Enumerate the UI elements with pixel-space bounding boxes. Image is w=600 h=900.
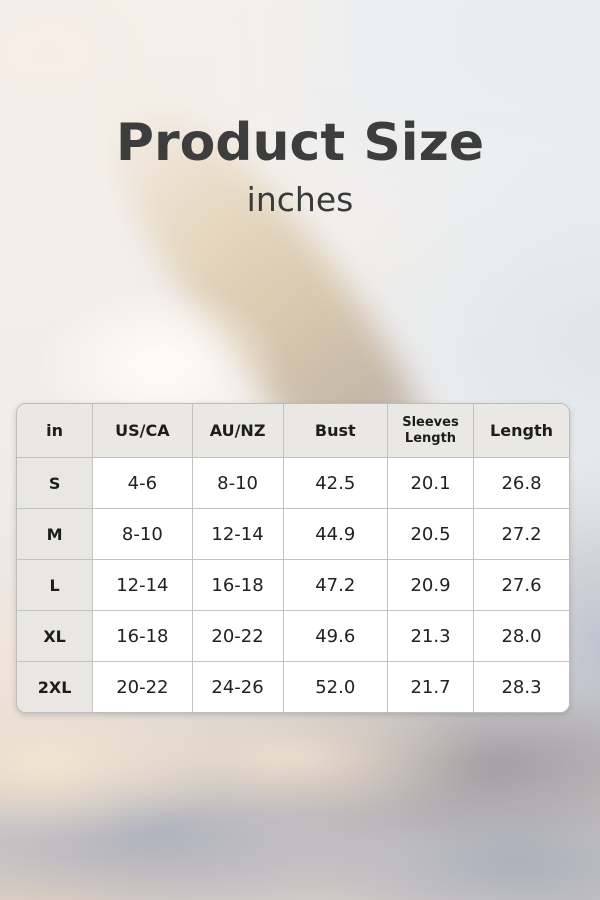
table-cell: 27.6 bbox=[474, 560, 569, 611]
column-header-us-ca: US/CA bbox=[93, 404, 193, 458]
table-cell: 47.2 bbox=[283, 560, 388, 611]
table-cell: 12-14 bbox=[192, 509, 284, 560]
table-cell: 8-10 bbox=[192, 458, 284, 509]
page-subtitle: inches bbox=[246, 180, 354, 220]
table-cell: 49.6 bbox=[283, 611, 388, 662]
row-label-s: S bbox=[17, 458, 94, 509]
table-row-2xl: 2XL 20-22 24-26 52.0 21.7 28.3 bbox=[17, 662, 569, 712]
table-row-s: S 4-6 8-10 42.5 20.1 26.8 bbox=[17, 458, 569, 509]
table-cell: 20-22 bbox=[93, 662, 193, 712]
page-title: Product Size bbox=[115, 113, 485, 173]
header: Product Size inches bbox=[0, 112, 600, 220]
column-header-bust: Bust bbox=[283, 404, 388, 458]
table-cell: 26.8 bbox=[474, 458, 569, 509]
table-cell: 12-14 bbox=[93, 560, 193, 611]
row-label-xl: XL bbox=[17, 611, 94, 662]
table-cell: 16-18 bbox=[192, 560, 284, 611]
table-row-l: L 12-14 16-18 47.2 20.9 27.6 bbox=[17, 560, 569, 611]
table-cell: 42.5 bbox=[283, 458, 388, 509]
table-cell: 27.2 bbox=[474, 509, 569, 560]
table-cell: 24-26 bbox=[192, 662, 284, 712]
table-row-xl: XL 16-18 20-22 49.6 21.3 28.0 bbox=[17, 611, 569, 662]
table-cell: 21.7 bbox=[387, 662, 475, 712]
row-label-l: L bbox=[17, 560, 94, 611]
column-header-au-nz: AU/NZ bbox=[192, 404, 284, 458]
table-cell: 44.9 bbox=[283, 509, 388, 560]
table-cell: 28.3 bbox=[474, 662, 569, 712]
clouds-blur bbox=[0, 695, 600, 900]
table-cell: 20-22 bbox=[192, 611, 284, 662]
table-cell: 20.1 bbox=[387, 458, 475, 509]
table-cell: 4-6 bbox=[93, 458, 193, 509]
table-cell: 8-10 bbox=[93, 509, 193, 560]
table-cell: 20.9 bbox=[387, 560, 475, 611]
table-cell: 16-18 bbox=[93, 611, 193, 662]
table-cell: 28.0 bbox=[474, 611, 569, 662]
table-header-row: in US/CA AU/NZ Bust Sleeves Length Lengt… bbox=[17, 404, 569, 458]
table-cell: 20.5 bbox=[387, 509, 475, 560]
column-header-sleeves-length: Sleeves Length bbox=[387, 404, 475, 458]
table-row-m: M 8-10 12-14 44.9 20.5 27.2 bbox=[17, 509, 569, 560]
size-chart-table: in US/CA AU/NZ Bust Sleeves Length Lengt… bbox=[16, 403, 570, 713]
row-label-2xl: 2XL bbox=[17, 662, 94, 712]
column-header-in: in bbox=[17, 404, 94, 458]
row-label-m: M bbox=[17, 509, 94, 560]
table-cell: 21.3 bbox=[387, 611, 475, 662]
table-cell: 52.0 bbox=[283, 662, 388, 712]
column-header-length: Length bbox=[474, 404, 569, 458]
